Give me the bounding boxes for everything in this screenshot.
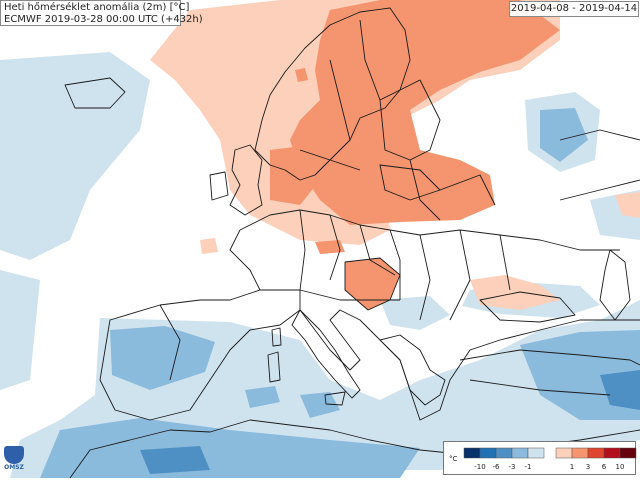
legend-swatch-warm-3 [603, 447, 621, 459]
legend-swatch-cold-4 [527, 447, 545, 459]
legend-unit: °C [449, 455, 458, 463]
legend-swatch-warm-1 [571, 447, 589, 459]
logo-text: OMSZ [4, 464, 24, 471]
legend-swatch-warm-2 [587, 447, 605, 459]
legend-swatch-warm-4 [619, 447, 637, 459]
logo-shield [4, 446, 24, 464]
legend-label-cold-0: -10 [474, 463, 485, 471]
legend-swatch-cold-0 [463, 447, 481, 459]
legend-swatch-cold-2 [495, 447, 513, 459]
legend-label-cold-1: -6 [493, 463, 501, 471]
legend-label-warm-2: 6 [602, 463, 607, 471]
legend-swatch-cold-3 [511, 447, 529, 459]
map-title-box: Heti hőmérséklet anomália (2m) [°C] ECMW… [0, 0, 203, 26]
legend-label-cold-3: -1 [525, 463, 532, 471]
map-title: Heti hőmérséklet anomália (2m) [°C] [4, 2, 190, 13]
legend-label-cold-2: -3 [509, 463, 516, 471]
legend-label-warm-1: 3 [586, 463, 590, 471]
omsz-logo-icon: OMSZ [3, 446, 25, 474]
legend-label-warm-0: 1 [570, 463, 574, 471]
legend-swatch-warm-0 [555, 447, 573, 459]
date-range-label: 2019-04-08 - 2019-04-14 [509, 1, 639, 17]
legend-swatch-cold-1 [479, 447, 497, 459]
legend-label-warm-3: 10 [616, 463, 625, 471]
cold-anomaly-strong-areas [140, 370, 640, 474]
color-legend: °C -10 -6 -3 -1 1 3 6 10 [443, 441, 637, 475]
legend-scale: -10 -6 -3 -1 1 3 6 10 [463, 447, 637, 471]
model-run-info: ECMWF 2019-03-28 00:00 UTC (+432h) [4, 13, 203, 25]
